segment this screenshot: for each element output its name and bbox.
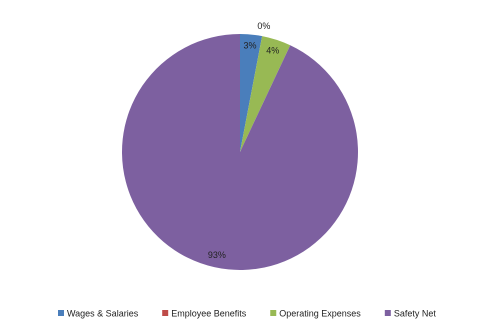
pie-slice	[122, 34, 358, 270]
legend-marker	[58, 310, 64, 316]
data-label: 4%	[266, 45, 279, 55]
pie-slice	[240, 36, 291, 152]
data-label: 0%	[257, 21, 270, 31]
legend-label: Safety Net	[394, 308, 437, 318]
legend-marker	[162, 310, 169, 316]
legend-marker	[384, 310, 391, 316]
legend-label: Operating Expenses	[279, 308, 361, 318]
legend-label: Employee Benefits	[171, 308, 247, 318]
data-label: 3%	[243, 41, 256, 51]
pie-slice	[240, 34, 263, 152]
legend-marker	[270, 310, 277, 316]
data-label: 93%	[208, 250, 226, 260]
legend-label: Wages & Salaries	[67, 308, 139, 318]
